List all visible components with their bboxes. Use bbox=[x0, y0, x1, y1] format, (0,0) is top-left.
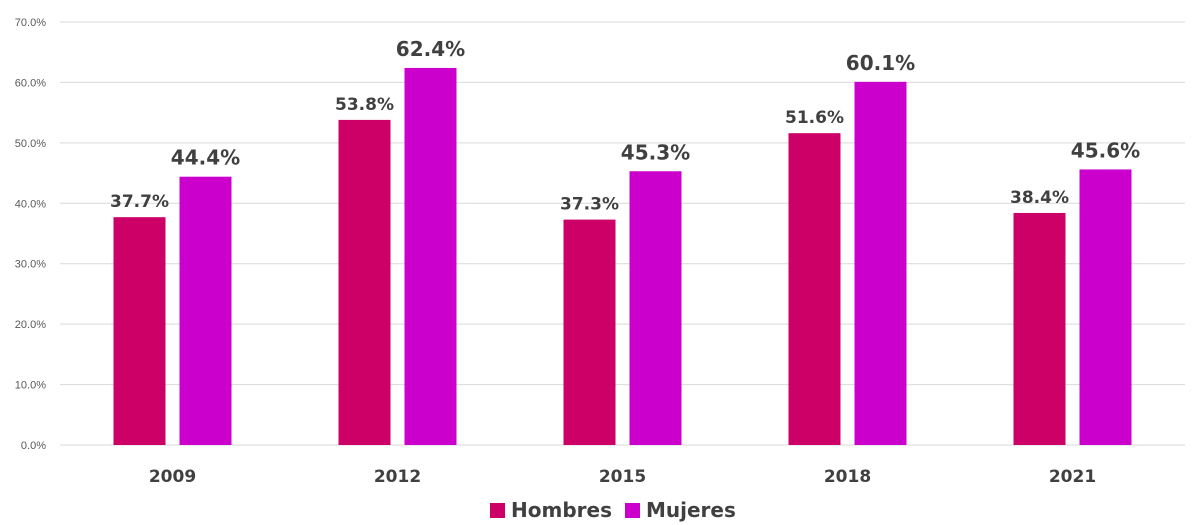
bar-mujeres-2018 bbox=[854, 81, 907, 446]
bar-hombres-2018 bbox=[788, 133, 841, 445]
data-label-hombres-2021: 38.4% bbox=[1010, 188, 1069, 208]
x-tick-label: 2021 bbox=[1049, 467, 1096, 487]
data-label-mujeres-2018: 60.1% bbox=[846, 51, 915, 75]
data-label-hombres-2015: 37.3% bbox=[560, 195, 619, 215]
y-tick-label: 60.0% bbox=[15, 77, 46, 89]
data-label-mujeres-2021: 45.6% bbox=[1071, 138, 1140, 162]
y-tick-label: 50.0% bbox=[15, 138, 46, 150]
y-tick-label: 70.0% bbox=[15, 17, 46, 29]
bar-hombres-2012 bbox=[338, 119, 391, 445]
x-tick-label: 2009 bbox=[149, 467, 196, 487]
data-label-hombres-2009: 37.7% bbox=[110, 192, 169, 212]
x-tick-label: 2012 bbox=[374, 467, 421, 487]
bar-hombres-2021 bbox=[1013, 212, 1066, 445]
legend-label-hombres: Hombres bbox=[511, 498, 612, 522]
gridlines bbox=[60, 21, 1185, 446]
legend-label-mujeres: Mujeres bbox=[646, 498, 736, 522]
legend-swatch-mujeres bbox=[625, 503, 640, 518]
data-label-mujeres-2015: 45.3% bbox=[621, 140, 690, 164]
data-label-hombres-2018: 51.6% bbox=[785, 108, 844, 128]
x-tick-label: 2015 bbox=[599, 467, 646, 487]
y-tick-label: 20.0% bbox=[15, 319, 46, 331]
data-label-mujeres-2009: 44.4% bbox=[171, 146, 240, 170]
legend-swatch-hombres bbox=[490, 503, 505, 518]
bar-mujeres-2012 bbox=[404, 67, 457, 445]
y-tick-label: 30.0% bbox=[15, 259, 46, 271]
x-tick-label: 2018 bbox=[824, 467, 871, 487]
y-tick-label: 40.0% bbox=[15, 198, 46, 210]
y-tick-label: 10.0% bbox=[15, 380, 46, 392]
data-labels: 37.7% 44.4% 53.8% 62.4% 37.3% 45.3% 51.6% 60.1%… bbox=[110, 37, 1140, 215]
y-tick-label: 0.0% bbox=[21, 440, 46, 452]
data-label-mujeres-2012: 62.4% bbox=[396, 37, 465, 61]
bar-mujeres-2009 bbox=[179, 176, 232, 445]
bar-hombres-2015 bbox=[563, 219, 616, 445]
data-label-hombres-2012: 53.8% bbox=[335, 95, 394, 115]
bar-hombres-2009 bbox=[113, 217, 166, 445]
bar-mujeres-2015 bbox=[629, 171, 682, 445]
bar-mujeres-2021 bbox=[1079, 169, 1132, 445]
bars bbox=[113, 67, 1132, 446]
x-axis-ticks: 2009 2012 2015 2018 2021 bbox=[149, 467, 1096, 487]
y-axis-ticks: 0.0% 10.0% 20.0% 30.0% 40.0% 50.0% 60.0% 70.0% bbox=[15, 17, 46, 452]
legend: Hombres Mujeres bbox=[490, 498, 736, 522]
